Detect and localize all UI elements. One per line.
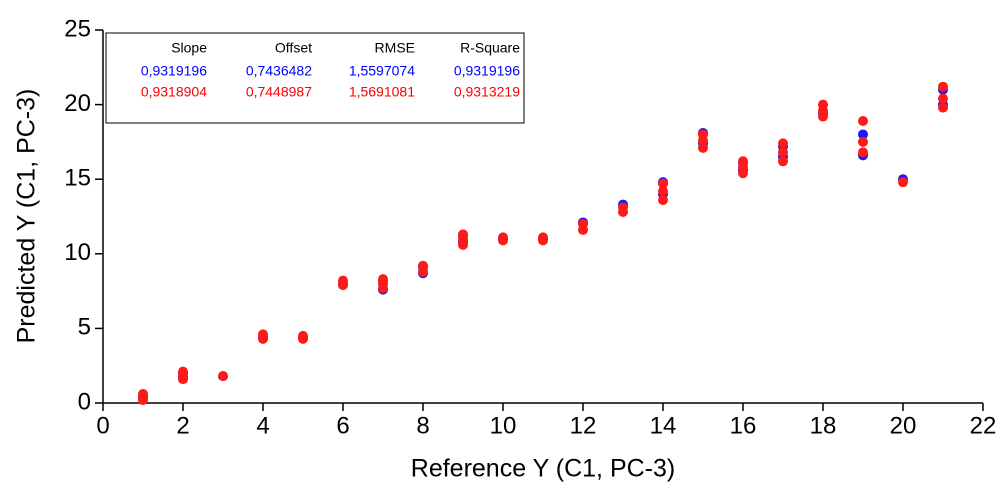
y-tick-label: 20 [64, 90, 91, 117]
y-tick-label: 10 [64, 239, 91, 266]
x-tick-label: 2 [176, 412, 189, 439]
stats-box [105, 32, 525, 124]
point [418, 260, 428, 271]
point [658, 195, 668, 206]
y-tick-label: 0 [78, 388, 91, 415]
stats-value: 1,5597074 [349, 63, 415, 79]
stats-value: 1,5691081 [349, 84, 415, 100]
point [858, 129, 868, 140]
point [298, 330, 308, 341]
point [778, 156, 788, 167]
point [818, 99, 828, 110]
x-tick-label: 10 [490, 412, 517, 439]
y-axis-label: Predicted Y (C1, PC-3) [13, 89, 41, 344]
point [618, 202, 628, 213]
point [498, 232, 508, 243]
point [258, 329, 268, 340]
point [858, 116, 868, 127]
point [778, 138, 788, 149]
point [658, 178, 668, 189]
point [218, 371, 228, 382]
x-tick-label: 12 [570, 412, 597, 439]
x-tick-label: 0 [96, 412, 109, 439]
point [858, 136, 868, 147]
point [938, 93, 948, 104]
x-tick-label: 8 [416, 412, 429, 439]
point [898, 177, 908, 188]
x-axis-label: Reference Y (C1, PC-3) [411, 455, 675, 483]
y-tick-label: 5 [78, 314, 91, 341]
point [338, 275, 348, 286]
x-tick-label: 18 [810, 412, 837, 439]
point [658, 186, 668, 197]
point [538, 232, 548, 243]
point [378, 274, 388, 285]
point [938, 102, 948, 113]
x-tick-label: 16 [730, 412, 757, 439]
stats-header: R-Square [460, 40, 520, 56]
stats-header: RMSE [375, 40, 415, 56]
stats-value: 0,9318904 [141, 84, 207, 100]
point [138, 389, 148, 400]
x-tick-label: 4 [256, 412, 269, 439]
point [738, 156, 748, 167]
x-tick-label: 14 [650, 412, 677, 439]
x-tick-label: 20 [890, 412, 917, 439]
point [858, 147, 868, 158]
point [698, 129, 708, 140]
stats-header: Slope [171, 40, 207, 56]
point [778, 147, 788, 158]
point [178, 366, 188, 377]
point [938, 81, 948, 92]
stats-value: 0,9313219 [454, 84, 520, 100]
stats-value: 0,7448987 [246, 84, 312, 100]
stats-value: 0,9319196 [454, 63, 520, 79]
point [578, 218, 588, 229]
point [458, 229, 468, 240]
y-tick-label: 15 [64, 165, 91, 192]
x-tick-label: 6 [336, 412, 349, 439]
x-tick-label: 22 [970, 412, 997, 439]
stats-value: 0,7436482 [246, 63, 312, 79]
stats-value: 0,9319196 [141, 63, 207, 79]
y-tick-label: 25 [64, 15, 91, 42]
point [698, 142, 708, 153]
stats-header: Offset [275, 40, 312, 56]
